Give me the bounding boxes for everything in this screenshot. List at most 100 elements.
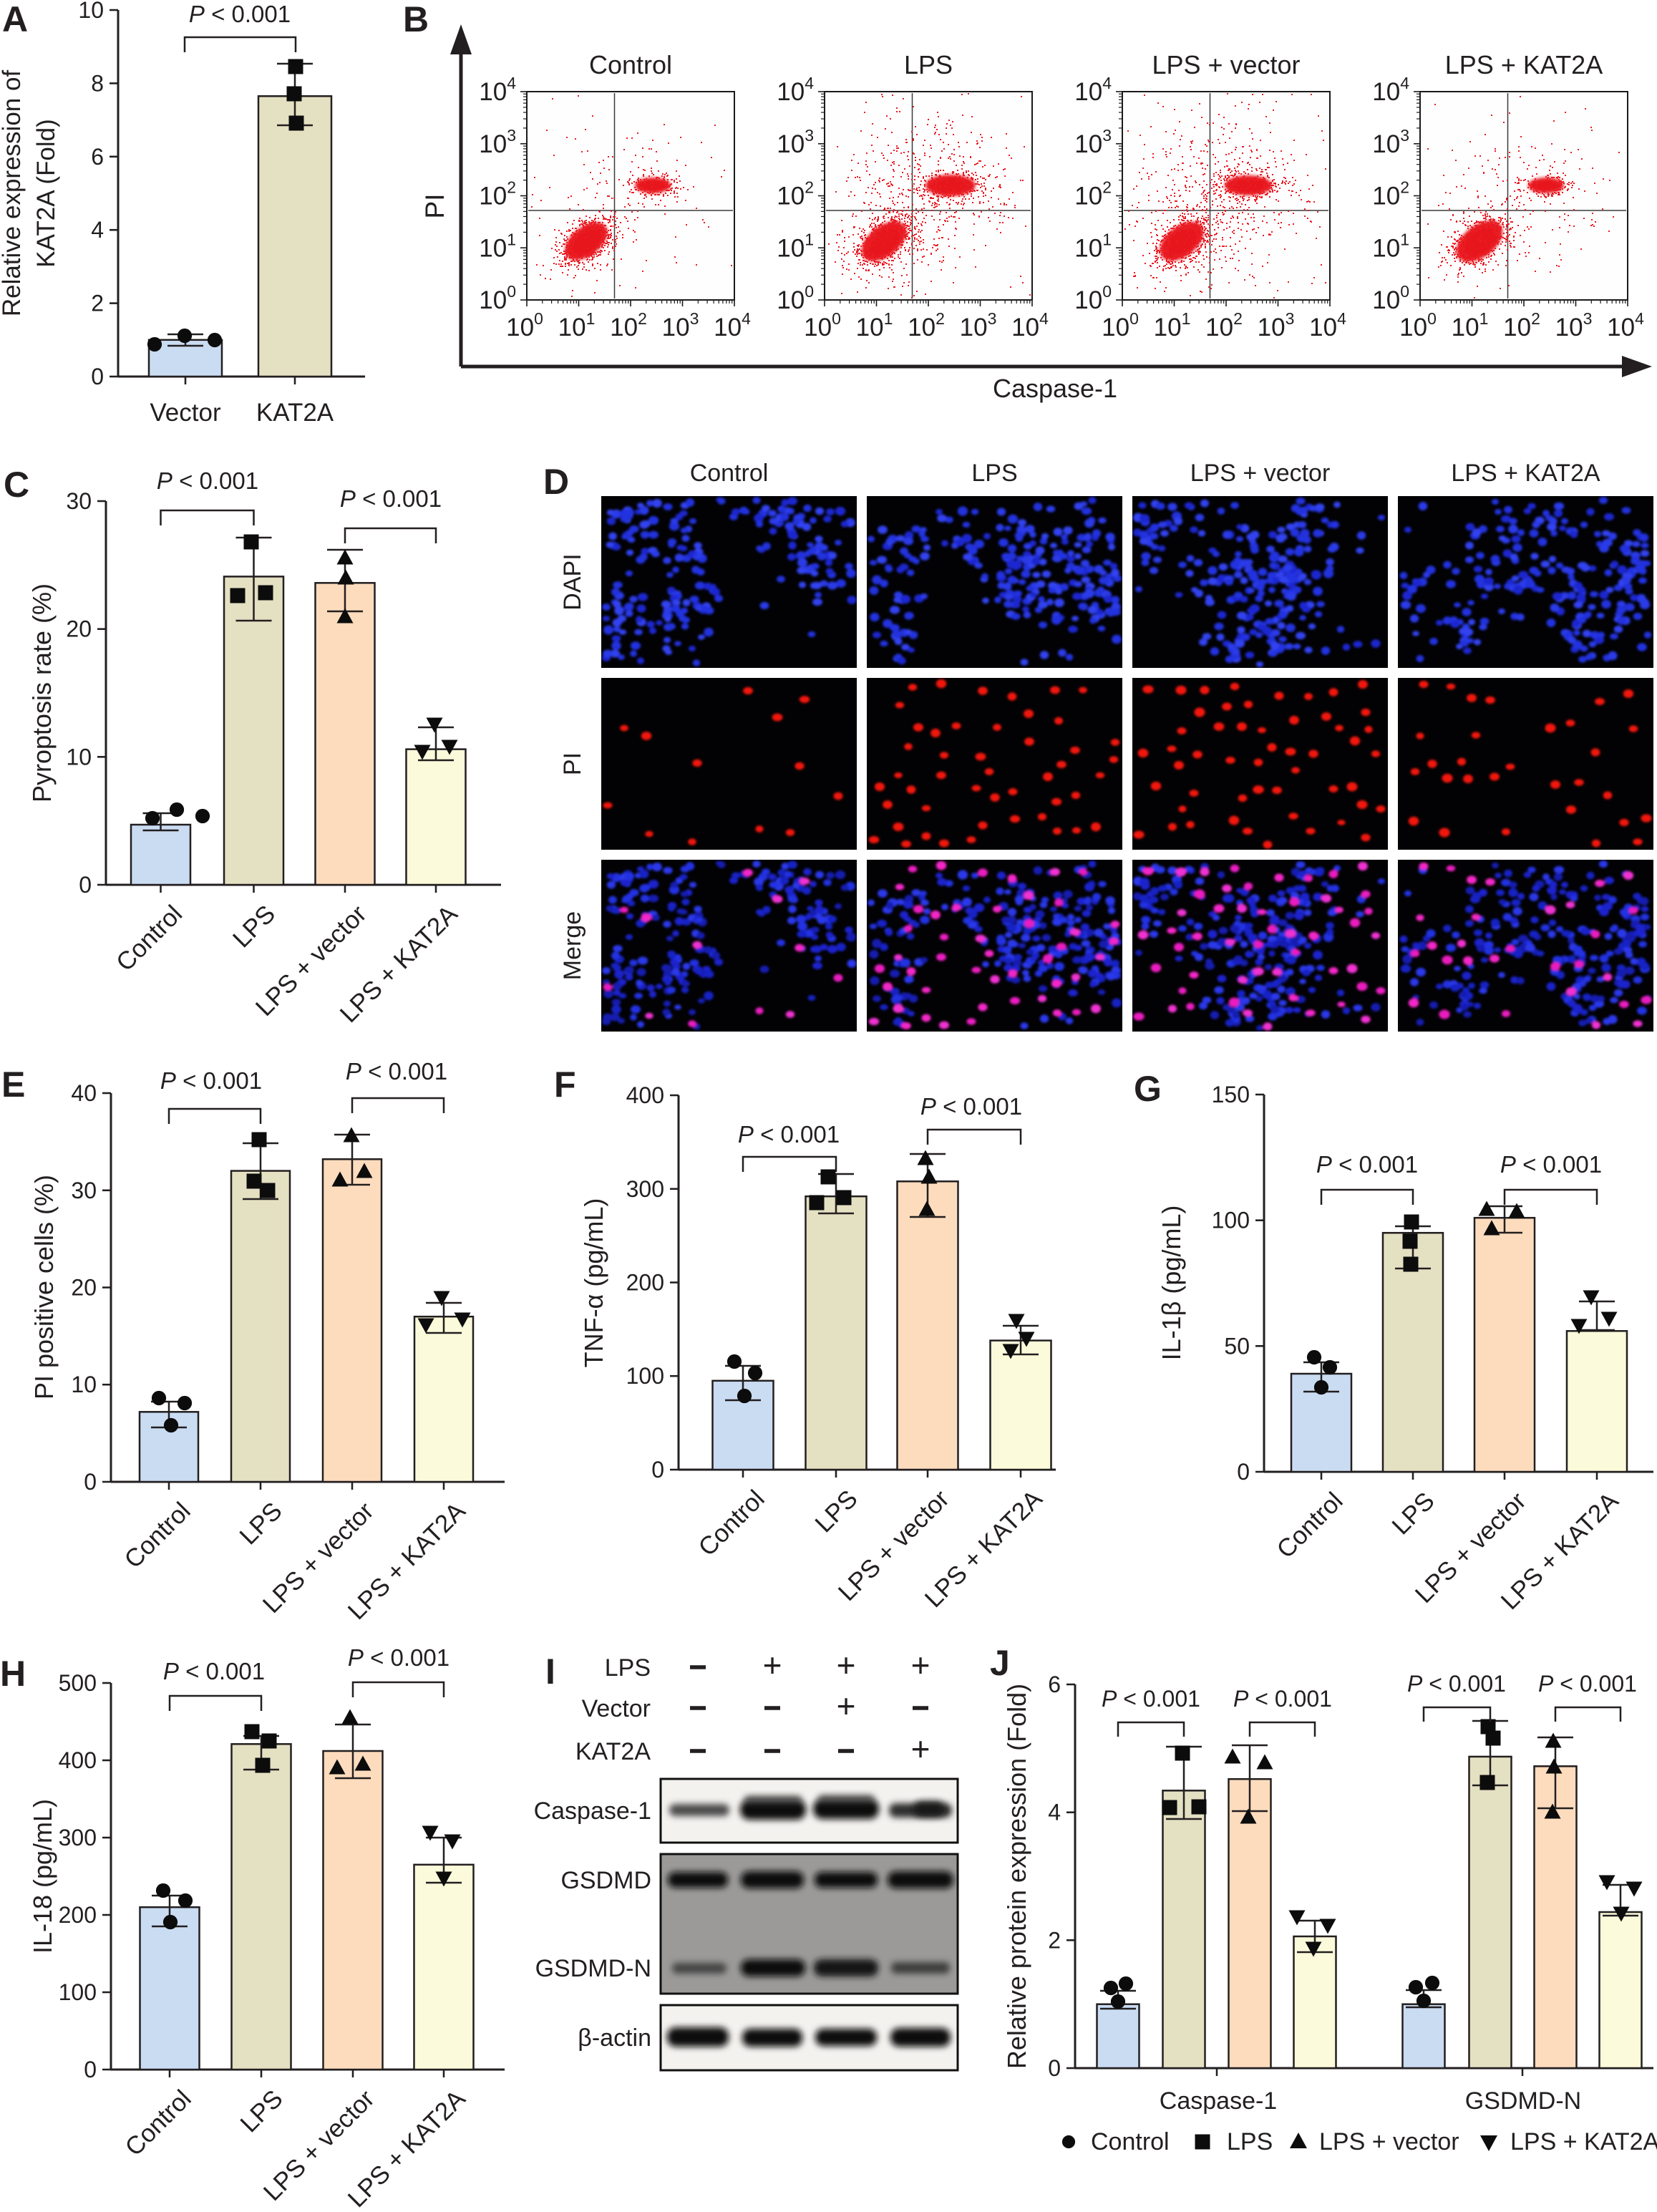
svg-text:Pyroptosis rate (%): Pyroptosis rate (%) xyxy=(27,583,57,802)
svg-text:150: 150 xyxy=(1212,1082,1250,1107)
svg-text:P < 0.001: P < 0.001 xyxy=(1538,1671,1637,1697)
svg-text:0: 0 xyxy=(84,1469,97,1495)
svg-text:LPS: LPS xyxy=(1227,2128,1273,2155)
svg-text:PI: PI xyxy=(420,194,450,219)
svg-text:0: 0 xyxy=(651,1457,664,1483)
svg-text:10: 10 xyxy=(66,744,92,770)
svg-text:101: 101 xyxy=(558,309,596,341)
svg-text:100: 100 xyxy=(59,1979,97,2005)
svg-text:100: 100 xyxy=(626,1363,664,1389)
svg-text:DAPI: DAPI xyxy=(559,553,586,610)
svg-text:D: D xyxy=(543,462,569,502)
svg-text:104: 104 xyxy=(777,74,814,106)
svg-text:GSDMD: GSDMD xyxy=(560,1867,651,1894)
svg-text:6: 6 xyxy=(91,144,104,170)
svg-text:A: A xyxy=(2,0,28,39)
svg-text:KAT2A: KAT2A xyxy=(575,1738,651,1765)
svg-text:IL-1β (pg/mL): IL-1β (pg/mL) xyxy=(1157,1206,1186,1361)
svg-text:LPS: LPS xyxy=(1386,1487,1439,1540)
svg-text:LPS: LPS xyxy=(904,50,953,79)
svg-text:2: 2 xyxy=(1048,1927,1061,1953)
svg-text:40: 40 xyxy=(71,1080,97,1106)
svg-text:E: E xyxy=(1,1064,25,1105)
svg-text:102: 102 xyxy=(1205,309,1243,341)
svg-text:100: 100 xyxy=(804,309,841,341)
svg-text:400: 400 xyxy=(626,1082,664,1108)
svg-text:LPS + KAT2A: LPS + KAT2A xyxy=(1510,2128,1657,2155)
svg-text:104: 104 xyxy=(479,74,516,106)
svg-text:+: + xyxy=(763,1646,782,1684)
svg-text:104: 104 xyxy=(1607,309,1644,341)
svg-text:Caspase-1: Caspase-1 xyxy=(993,374,1117,403)
svg-text:J: J xyxy=(990,1643,1010,1683)
svg-text:103: 103 xyxy=(662,309,699,341)
svg-text:Control: Control xyxy=(589,50,672,79)
svg-text:104: 104 xyxy=(1074,74,1112,106)
svg-text:104: 104 xyxy=(1372,74,1409,106)
svg-text:Control: Control xyxy=(1271,1487,1348,1563)
svg-text:102: 102 xyxy=(908,309,945,341)
svg-text:100: 100 xyxy=(777,282,814,314)
svg-text:LPS + KAT2A: LPS + KAT2A xyxy=(1445,50,1603,79)
svg-text:KAT2A (Fold): KAT2A (Fold) xyxy=(32,119,60,267)
svg-text:101: 101 xyxy=(1372,230,1409,262)
svg-text:LPS: LPS xyxy=(234,1497,287,1550)
svg-text:P < 0.001: P < 0.001 xyxy=(1316,1151,1418,1178)
svg-text:6: 6 xyxy=(1048,1672,1061,1697)
svg-text:P < 0.001: P < 0.001 xyxy=(157,467,258,494)
svg-text:400: 400 xyxy=(59,1747,97,1773)
svg-text:Caspase-1: Caspase-1 xyxy=(1160,2087,1277,2115)
svg-text:102: 102 xyxy=(777,178,814,210)
svg-text:103: 103 xyxy=(1074,126,1112,158)
svg-text:LPS: LPS xyxy=(810,1485,862,1538)
svg-text:300: 300 xyxy=(626,1176,664,1202)
svg-text:100: 100 xyxy=(506,309,543,341)
svg-text:104: 104 xyxy=(1309,309,1346,341)
svg-text:Control: Control xyxy=(111,900,188,976)
svg-text:G: G xyxy=(1134,1069,1162,1109)
svg-text:102: 102 xyxy=(1372,178,1409,210)
svg-text:4: 4 xyxy=(1048,1800,1061,1825)
svg-text:0: 0 xyxy=(1048,2055,1061,2081)
svg-text:0: 0 xyxy=(79,872,92,898)
svg-text:Control: Control xyxy=(693,1485,769,1561)
svg-text:P < 0.001: P < 0.001 xyxy=(189,1,291,27)
svg-text:F: F xyxy=(554,1064,576,1105)
svg-text:LPS + KAT2A: LPS + KAT2A xyxy=(1451,460,1600,487)
svg-text:GSDMD-N: GSDMD-N xyxy=(1465,2087,1581,2115)
svg-text:30: 30 xyxy=(71,1178,97,1203)
svg-text:IL-18 (pg/mL): IL-18 (pg/mL) xyxy=(28,1799,57,1954)
svg-text:200: 200 xyxy=(626,1270,664,1296)
svg-text:Control: Control xyxy=(1091,2128,1170,2155)
svg-text:10: 10 xyxy=(71,1372,97,1397)
svg-text:20: 20 xyxy=(71,1275,97,1301)
svg-text:TNF-α (pg/mL): TNF-α (pg/mL) xyxy=(579,1198,608,1368)
svg-text:101: 101 xyxy=(1074,230,1112,262)
svg-text:102: 102 xyxy=(610,309,647,341)
svg-text:Control: Control xyxy=(690,460,769,487)
svg-text:PI positive cells (%): PI positive cells (%) xyxy=(29,1175,59,1400)
svg-text:P < 0.001: P < 0.001 xyxy=(1407,1671,1506,1697)
svg-text:LPS + vector: LPS + vector xyxy=(1152,50,1300,79)
svg-text:102: 102 xyxy=(1503,309,1540,341)
svg-text:100: 100 xyxy=(1074,282,1112,314)
svg-text:I: I xyxy=(545,1651,555,1692)
svg-text:0: 0 xyxy=(84,2057,97,2082)
svg-text:LPS: LPS xyxy=(228,900,281,953)
svg-text:104: 104 xyxy=(714,309,751,341)
svg-text:300: 300 xyxy=(59,1825,97,1850)
svg-text:50: 50 xyxy=(1224,1333,1250,1359)
svg-text:Merge: Merge xyxy=(559,911,586,980)
svg-text:103: 103 xyxy=(1258,309,1295,341)
svg-text:P < 0.001: P < 0.001 xyxy=(163,1658,265,1684)
svg-text:GSDMD-N: GSDMD-N xyxy=(535,1955,651,1982)
svg-text:+: + xyxy=(911,1730,930,1767)
svg-text:+: + xyxy=(837,1687,856,1725)
svg-text:102: 102 xyxy=(1074,178,1112,210)
svg-text:0: 0 xyxy=(91,364,104,389)
svg-text:Caspase-1: Caspase-1 xyxy=(534,1798,651,1825)
svg-text:103: 103 xyxy=(1372,126,1409,158)
svg-text:+: + xyxy=(837,1646,856,1684)
svg-text:100: 100 xyxy=(1212,1208,1250,1233)
svg-text:KAT2A: KAT2A xyxy=(256,399,334,427)
